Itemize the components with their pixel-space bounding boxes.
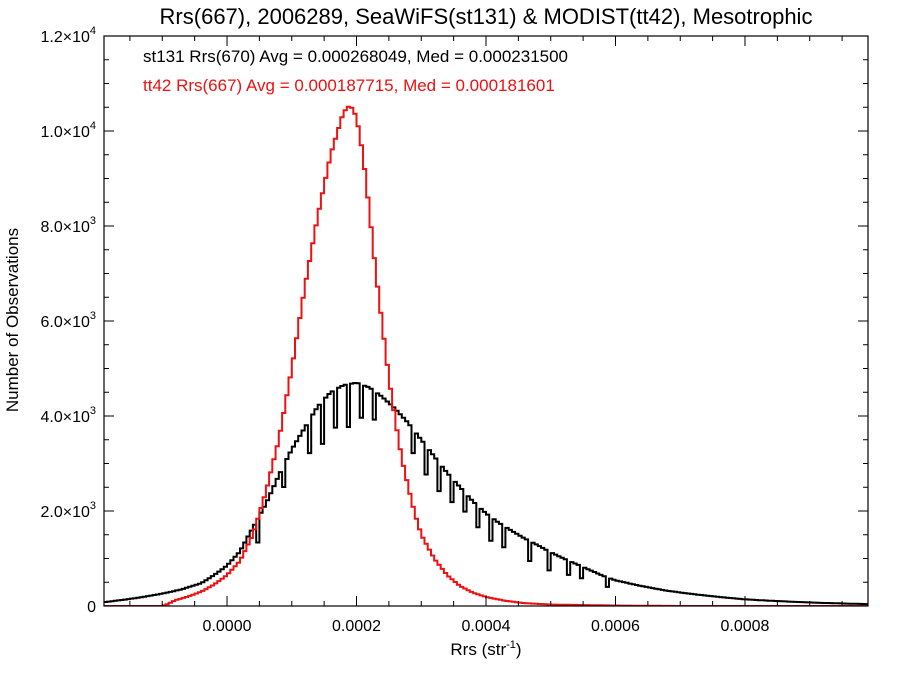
y-tick-label: 4.0×103 (40, 405, 96, 426)
x-axis-title: Rrs (str-1) (450, 639, 521, 659)
y-tick-label-main: 1.2×10 (40, 29, 89, 46)
y-axis-title: Number of Observations (3, 228, 22, 412)
chart-title: Rrs(667), 2006289, SeaWiFS(st131) & MODI… (160, 4, 813, 29)
y-tick-label: 0 (87, 599, 96, 616)
x-tick-label: 0.0002 (332, 618, 381, 635)
y-tick-label: 6.0×103 (40, 310, 96, 331)
y-tick-label: 8.0×103 (40, 215, 96, 236)
x-tick-label: 0.0000 (203, 618, 252, 635)
y-tick-label-exp: 4 (90, 25, 96, 37)
y-tick-label-main: 4.0×10 (40, 409, 89, 426)
y-tick-label-exp: 3 (90, 500, 96, 512)
y-tick-label: 2.0×103 (40, 500, 96, 521)
plot-area: 0.0000 0.0002 0.0004 0.0006 0.000802.0×1034.… (40, 25, 869, 635)
plot-frame (103, 35, 869, 607)
y-tick-label-main: 2.0×10 (40, 504, 89, 521)
y-tick-label-main: 1.0×10 (40, 124, 89, 141)
y-tick-label-exp: 3 (90, 405, 96, 417)
series-line-st131 (104, 382, 868, 606)
y-tick-label: 1.0×104 (40, 120, 96, 141)
y-tick-label-exp: 3 (90, 310, 96, 322)
y-tick-label: 1.2×104 (40, 25, 96, 46)
x-tick-label: 0.0006 (591, 618, 640, 635)
stats-annotation: tt42 Rrs(667) Avg = 0.000187715, Med = 0… (143, 76, 555, 95)
x-tick-label: 0.0008 (721, 618, 770, 635)
y-tick-label-exp: 3 (90, 215, 96, 227)
x-axis-title-sup: -1 (506, 639, 516, 651)
series-line-tt42 (104, 105, 868, 606)
y-tick-label-main: 0 (87, 599, 96, 616)
x-axis-title-main: Rrs (str (450, 640, 506, 659)
y-tick-label-main: 6.0×10 (40, 314, 89, 331)
stats-annotation: st131 Rrs(670) Avg = 0.000268049, Med = … (143, 47, 568, 66)
x-axis-title-close: ) (516, 640, 522, 659)
y-tick-label-exp: 4 (90, 120, 96, 132)
x-tick-label: 0.0004 (462, 618, 511, 635)
y-tick-label-main: 8.0×10 (40, 219, 89, 236)
